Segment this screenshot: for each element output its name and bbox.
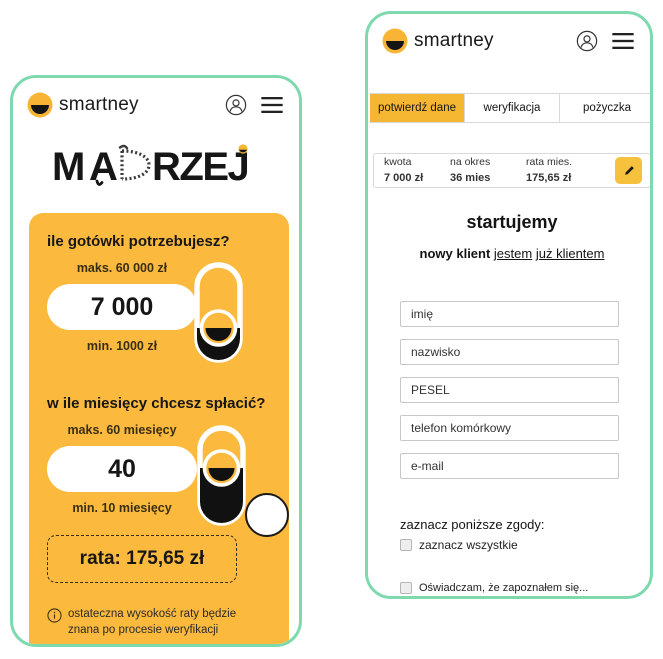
svg-text:A: A: [89, 145, 118, 189]
svg-text:RZEJ: RZEJ: [152, 145, 248, 189]
svg-text:M: M: [52, 145, 84, 189]
